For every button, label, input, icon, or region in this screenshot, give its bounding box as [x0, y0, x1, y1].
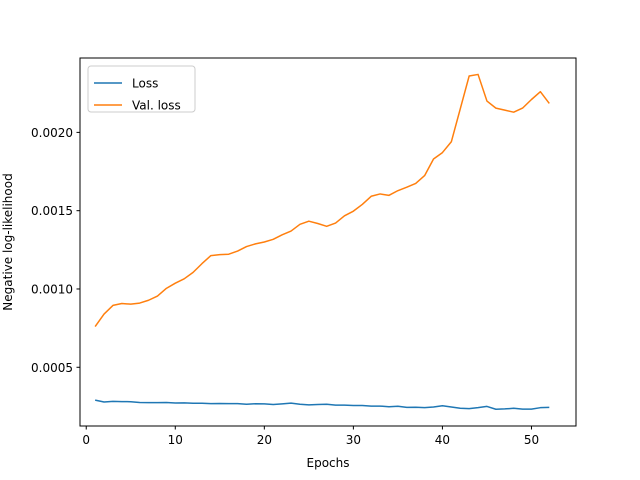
x-tick-label: 40 [435, 433, 450, 447]
y-tick-label: 0.0015 [31, 204, 73, 218]
plot-area [79, 57, 577, 427]
x-tick-label: 20 [257, 433, 272, 447]
legend-box [87, 65, 196, 113]
x-tick-label: 50 [524, 433, 539, 447]
axis-ticks: 0 10 20 30 40 50 0.0005 0.0010 0.0015 0.0020 [31, 126, 539, 447]
y-tick-label: 0.0020 [31, 126, 73, 140]
y-tick-label: 0.0010 [31, 282, 73, 296]
x-tick-label: 30 [346, 433, 361, 447]
series-line-1 [94, 399, 550, 410]
axes-frame [79, 57, 577, 427]
y-axis-label: Negative log-likelihood [1, 173, 15, 310]
legend-label-2: Val. loss [132, 99, 181, 113]
legend-label-1: Loss [132, 77, 158, 91]
x-axis-label: Epochs [307, 456, 350, 470]
legend: Loss Val. loss [87, 65, 196, 113]
x-tick-label: 10 [168, 433, 183, 447]
y-tick-label: 0.0005 [31, 361, 73, 375]
series-line-2 [94, 73, 550, 327]
x-tick-label: 0 [82, 433, 90, 447]
